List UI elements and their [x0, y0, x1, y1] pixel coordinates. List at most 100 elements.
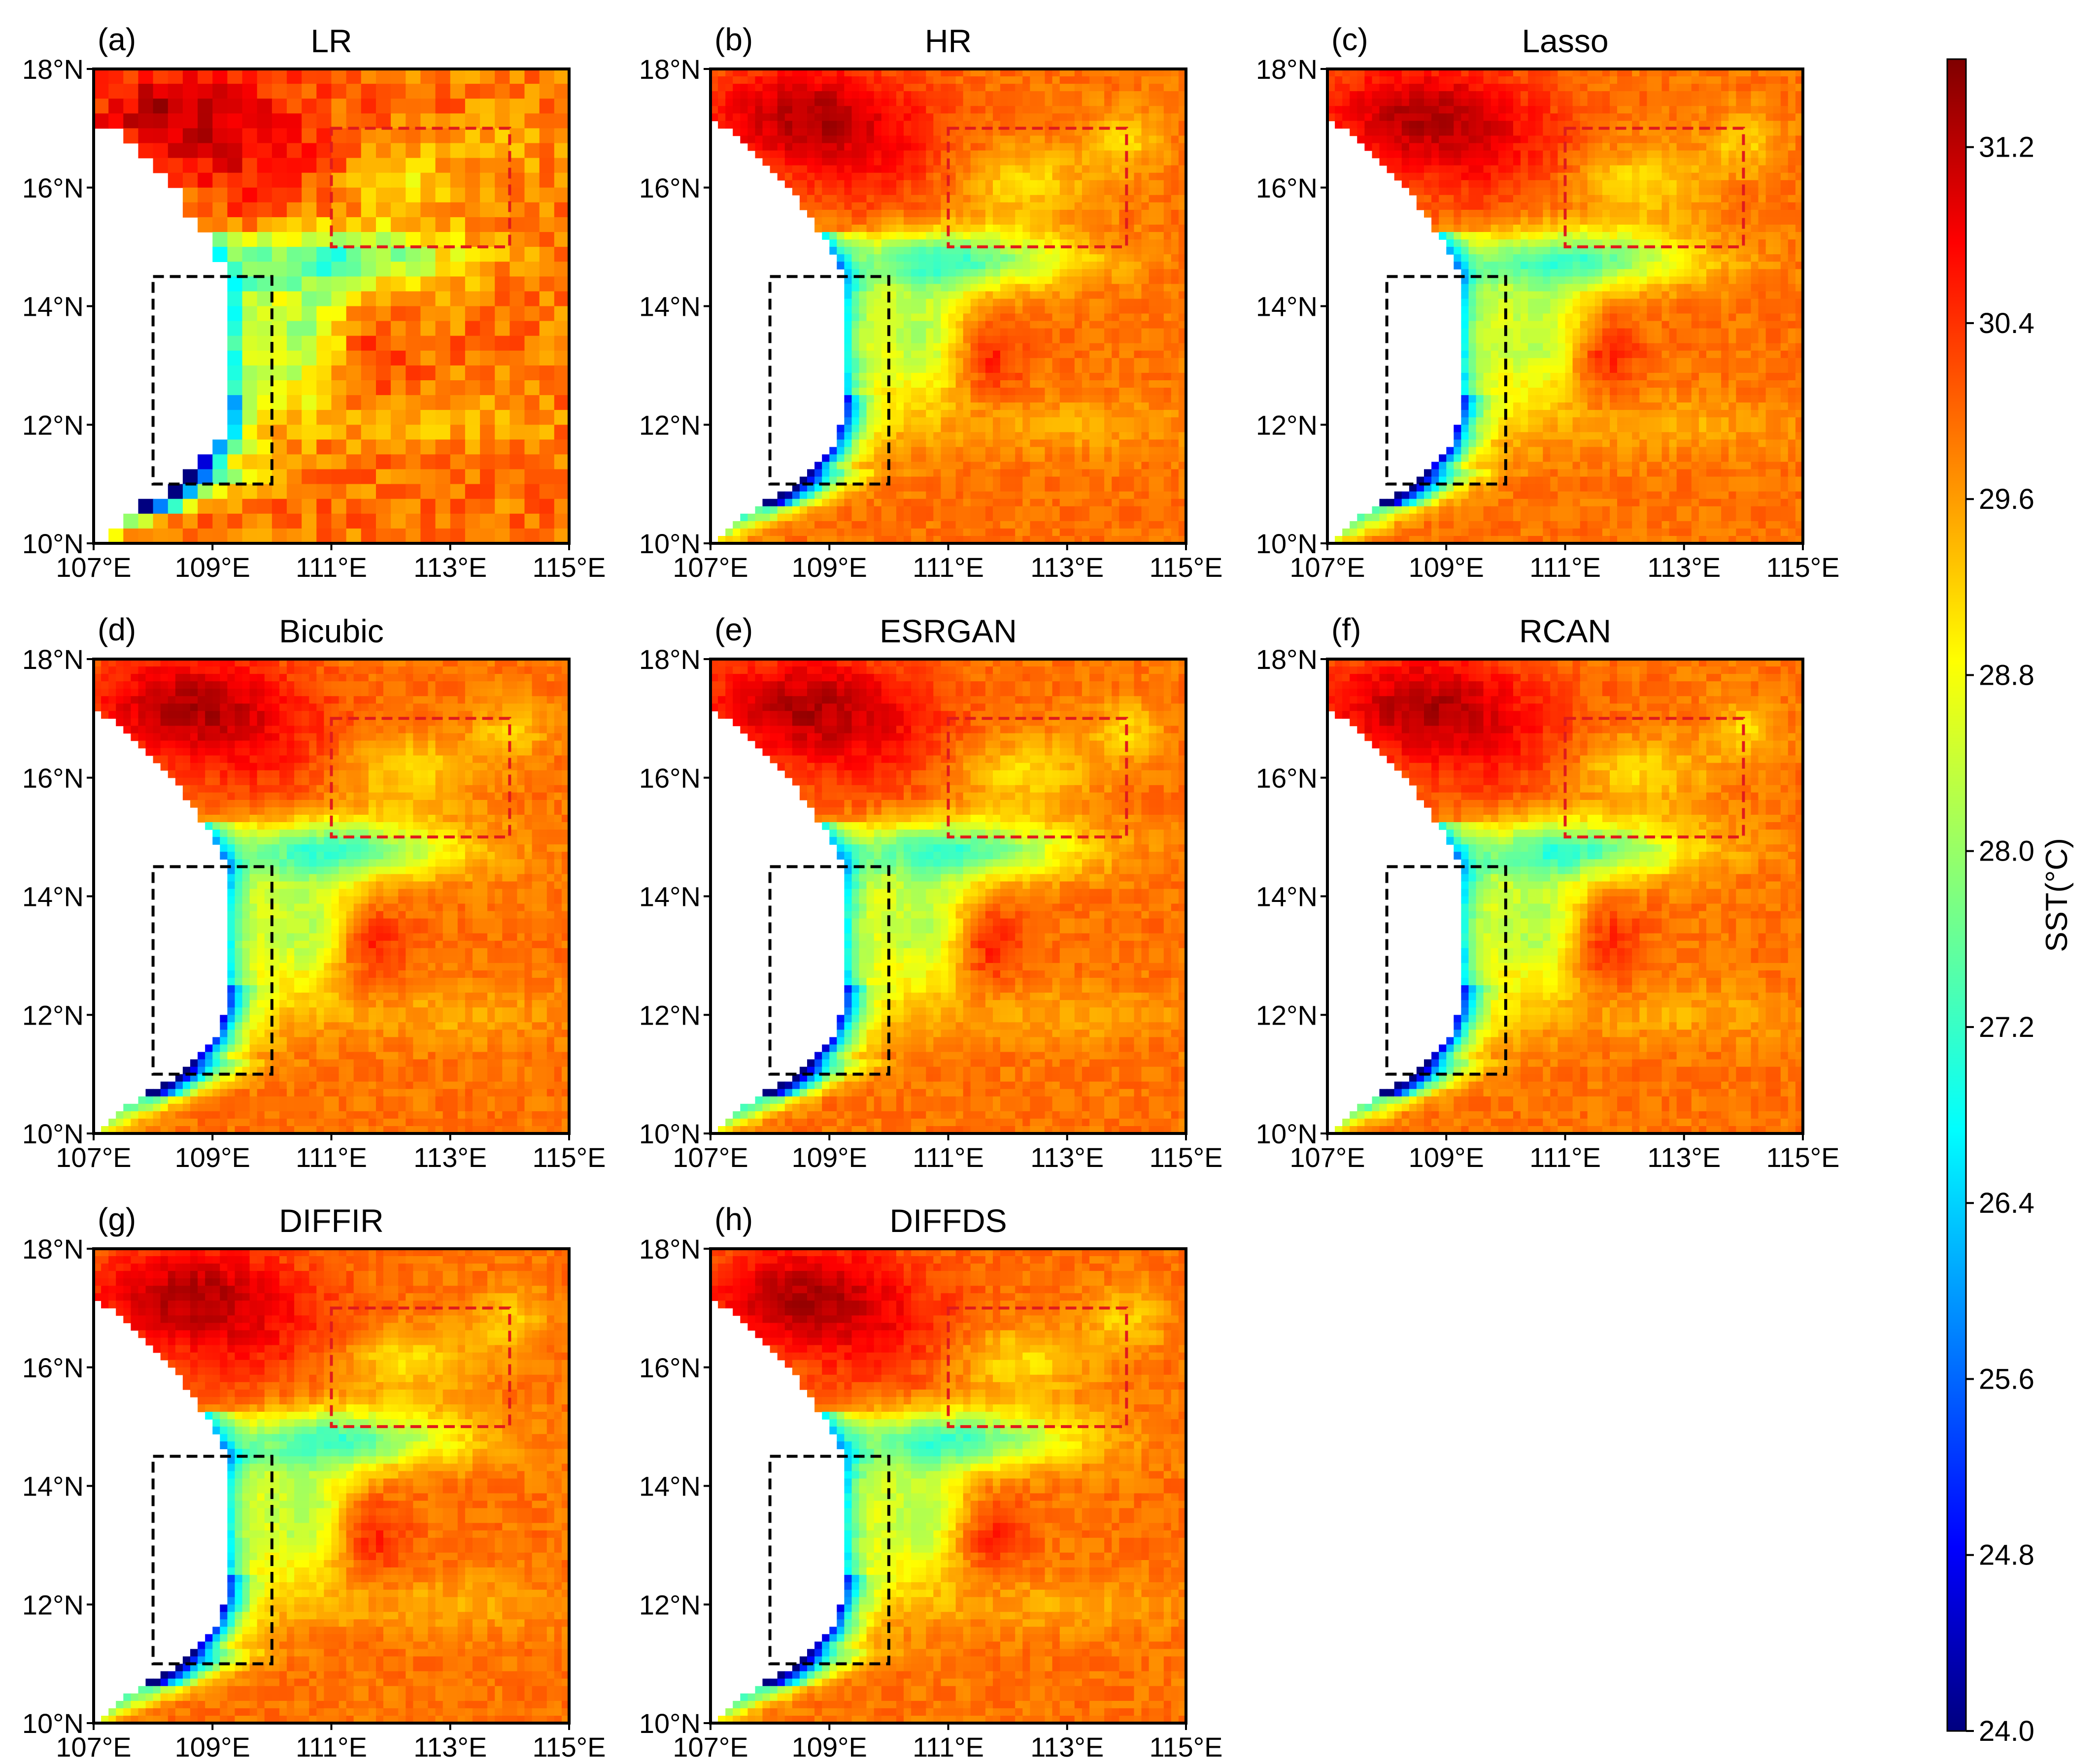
x-tick-label: 113°E — [1030, 1731, 1104, 1763]
y-tick-label: 16°N — [22, 763, 84, 794]
x-tick-label: 111°E — [296, 552, 367, 583]
y-tick-label: 18°N — [1256, 54, 1318, 85]
y-tick-label: 10°N — [22, 1118, 84, 1149]
y-tick-label: 12°N — [22, 1589, 84, 1620]
colorbar-tick-label: 29.6 — [1979, 483, 2034, 515]
panel-title: Lasso — [1522, 23, 1608, 59]
x-tick-label: 111°E — [1529, 1142, 1601, 1173]
y-tick-label: 18°N — [22, 644, 84, 675]
y-tick-label: 10°N — [22, 528, 84, 559]
colorbar-tick-label: 30.4 — [1979, 307, 2034, 339]
y-tick-label: 14°N — [22, 1471, 84, 1502]
y-tick-label: 10°N — [22, 1708, 84, 1739]
y-tick-label: 12°N — [639, 1589, 701, 1620]
x-tick-label: 113°E — [413, 552, 487, 583]
y-tick-label: 12°N — [22, 999, 84, 1031]
y-tick-label: 18°N — [22, 1233, 84, 1264]
x-tick-label: 115°E — [532, 1731, 606, 1763]
x-tick-label: 115°E — [1149, 1142, 1222, 1173]
map-panel-c: 107°E 109°E 111°E 113°E 115°E18°N16°N14°N12°… — [1256, 22, 1840, 583]
y-tick-label: 10°N — [639, 528, 701, 559]
x-tick-label: 115°E — [1766, 1142, 1839, 1173]
y-tick-label: 14°N — [1256, 291, 1318, 322]
colorbar-tick-label: 27.2 — [1979, 1011, 2034, 1043]
colorbar-title: SST(°C) — [2040, 838, 2074, 952]
colorbar-tick-label: 31.2 — [1979, 132, 2034, 164]
x-tick-label: 115°E — [532, 552, 606, 583]
y-tick-label: 16°N — [22, 1352, 84, 1383]
colorbar-tick-label: 26.4 — [1979, 1187, 2034, 1219]
y-tick-label: 12°N — [22, 409, 84, 440]
panel-title: DIFFDS — [889, 1202, 1007, 1239]
y-tick-label: 14°N — [639, 291, 701, 322]
y-tick-label: 14°N — [22, 291, 84, 322]
y-tick-label: 12°N — [639, 409, 701, 440]
y-tick-label: 16°N — [1256, 763, 1318, 794]
y-tick-label: 12°N — [639, 999, 701, 1031]
colorbar-tick-label: 25.6 — [1979, 1363, 2034, 1395]
map-panel-a: 107°E 109°E 111°E 113°E 115°E18°N16°N14°N12°… — [22, 22, 606, 583]
colorbar-gradient — [1947, 59, 1966, 1731]
x-tick-label: 109°E — [1409, 1142, 1484, 1173]
x-tick-label: 113°E — [1647, 552, 1721, 583]
x-tick-label: 115°E — [1149, 1731, 1222, 1763]
x-tick-label: 109°E — [175, 1142, 250, 1173]
panel-letter: (d) — [98, 612, 136, 647]
y-tick-label: 10°N — [1256, 1118, 1318, 1149]
colorbar: 31.230.429.628.828.027.226.425.624.824.0… — [1947, 59, 2074, 1747]
x-tick-label: 109°E — [175, 1731, 250, 1763]
y-tick-label: 16°N — [639, 172, 701, 203]
panel-letter: (h) — [714, 1201, 753, 1237]
x-tick-label: 113°E — [1030, 1142, 1104, 1173]
y-tick-label: 16°N — [639, 763, 701, 794]
x-tick-label: 113°E — [413, 1731, 487, 1763]
map-panel-e: 107°E 109°E 111°E 113°E 115°E18°N16°N14°N12°… — [639, 612, 1223, 1173]
x-tick-label: 109°E — [792, 1142, 867, 1173]
x-tick-label: 111°E — [1529, 552, 1601, 583]
y-tick-label: 18°N — [639, 54, 701, 85]
panel-title: RCAN — [1519, 613, 1611, 649]
y-tick-label: 16°N — [22, 172, 84, 203]
y-tick-label: 10°N — [1256, 528, 1318, 559]
panel-letter: (b) — [714, 22, 753, 57]
colorbar-tick-label: 24.8 — [1979, 1539, 2034, 1571]
panel-letter: (a) — [98, 22, 136, 57]
x-tick-label: 111°E — [296, 1731, 367, 1763]
y-tick-label: 18°N — [639, 1233, 701, 1264]
x-tick-label: 115°E — [1766, 552, 1839, 583]
y-tick-label: 18°N — [639, 644, 701, 675]
x-tick-label: 109°E — [792, 552, 867, 583]
x-tick-label: 113°E — [1647, 1142, 1721, 1173]
x-tick-label: 111°E — [913, 552, 984, 583]
y-tick-label: 10°N — [639, 1118, 701, 1149]
panel-title: DIFFIR — [279, 1202, 384, 1239]
colorbar-tick-label: 28.8 — [1979, 659, 2034, 691]
y-tick-label: 14°N — [639, 881, 701, 912]
map-panel-b: 107°E 109°E 111°E 113°E 115°E18°N16°N14°N12°… — [639, 22, 1223, 583]
x-tick-label: 115°E — [1149, 552, 1222, 583]
x-tick-label: 111°E — [913, 1731, 984, 1763]
map-panel-d: 107°E 109°E 111°E 113°E 115°E18°N16°N14°N12°… — [22, 612, 606, 1173]
x-tick-label: 109°E — [1409, 552, 1484, 583]
map-panel-g: 107°E 109°E 111°E 113°E 115°E18°N16°N14°N12°… — [22, 1201, 606, 1763]
y-tick-label: 10°N — [639, 1708, 701, 1739]
panel-letter: (g) — [98, 1201, 136, 1237]
colorbar-tick-label: 28.0 — [1979, 835, 2034, 867]
y-tick-label: 16°N — [639, 1352, 701, 1383]
panel-letter: (e) — [714, 612, 753, 647]
panel-letter: (f) — [1331, 612, 1361, 647]
panel-title: ESRGAN — [880, 613, 1017, 649]
panel-title: LR — [310, 23, 352, 59]
x-tick-label: 111°E — [913, 1142, 984, 1173]
y-tick-label: 14°N — [22, 881, 84, 912]
y-tick-label: 18°N — [1256, 644, 1318, 675]
y-tick-label: 14°N — [1256, 881, 1318, 912]
y-tick-label: 14°N — [639, 1471, 701, 1502]
map-panel-f: 107°E 109°E 111°E 113°E 115°E18°N16°N14°N12°… — [1256, 612, 1840, 1173]
x-tick-label: 113°E — [1030, 552, 1104, 583]
x-tick-label: 111°E — [296, 1142, 367, 1173]
x-tick-label: 109°E — [792, 1731, 867, 1763]
x-tick-label: 115°E — [532, 1142, 606, 1173]
x-tick-label: 113°E — [413, 1142, 487, 1173]
